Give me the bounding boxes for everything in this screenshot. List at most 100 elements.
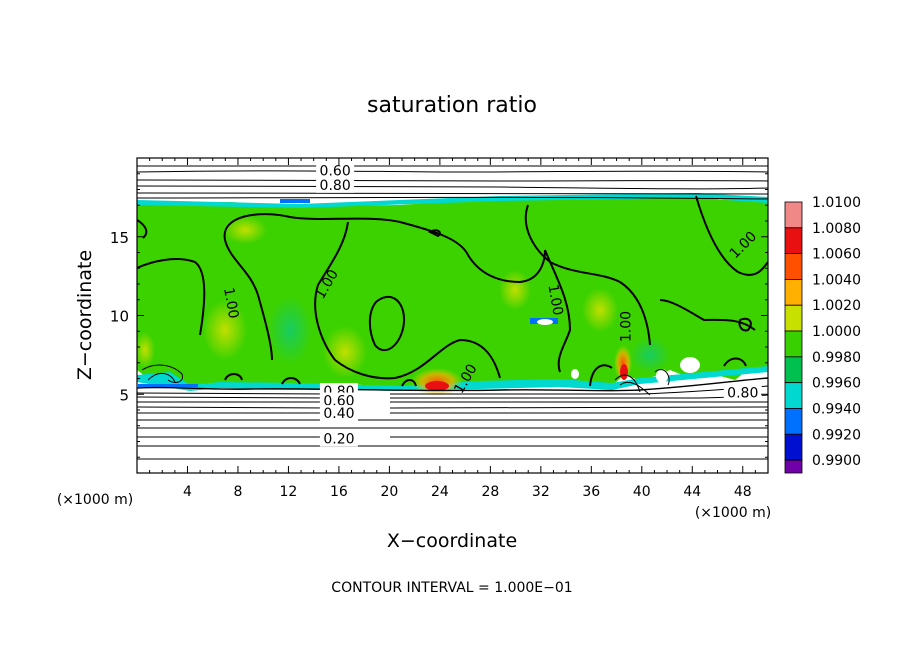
clear-patch [537,319,553,325]
contour-line-thin [614,374,641,393]
blue-fleck [280,199,310,203]
contour-1.00 [723,357,747,367]
contour-label-mask [319,392,358,409]
x-unit-right: (×1000 m) [695,505,771,521]
contour-interval-note: CONTOUR INTERVAL = 1.000E−01 [331,580,572,596]
contour-lines [137,165,768,460]
colorbar-swatch [784,227,803,255]
contour-label: 0.80 [723,384,762,402]
contour-line-thin [137,394,768,399]
contour-1.00 [281,377,301,385]
contour-label-mask [316,176,355,193]
contour-label-mask [319,405,358,422]
cyan-region [630,337,670,373]
contour-line-thin [137,196,768,200]
red-spot [620,364,628,380]
contour-line-thin [137,406,768,409]
x-tick-label: 32 [532,484,550,500]
clear-patch [571,369,579,379]
contour-line-thin [137,170,768,173]
contour-1.00 [334,338,501,380]
contour-1.00 [137,258,206,336]
contour-1.00 [589,364,613,387]
contour-line-thin [137,377,768,392]
colorbar: 1.0100 1.0080 1.0060 1.0040 1.0020 1.0000 0.99… [784,195,861,474]
contour-line-thin [654,369,670,386]
contour-label: 1.00 [220,286,241,319]
colorbar-swatch [784,330,803,358]
y-tick-label: 15 [110,229,129,247]
colorbar-label: 1.0080 [812,221,861,237]
contour-1.00 [695,195,768,276]
contour-line-thin [147,373,176,383]
red-spot [425,381,449,391]
x-tick-label: 36 [582,484,600,500]
x-tick-label: 48 [734,484,752,500]
colorbar-label: 0.9940 [812,401,861,417]
cyan-edge-top [137,193,768,208]
blue-fleck [138,384,198,387]
clear-patch [656,369,668,383]
colorbar-swatch [784,408,803,435]
contour-label-text: 0.40 [323,406,354,422]
x-axis-label: X−coordinate [387,530,517,552]
contour-label: 0.60 [316,162,355,180]
contour-1.00 [738,317,752,332]
contour-1.00 [224,239,273,361]
x-tick-label: 40 [633,484,651,500]
colorbar-swatch [784,433,803,461]
colorbar-label: 0.9980 [812,350,861,366]
contour-1.00 [401,379,417,387]
colorbar-label: 0.9920 [812,427,861,443]
colorbar-label: 1.0020 [812,298,861,314]
colorbar-label: 0.9900 [812,453,861,469]
yellow-region [223,216,267,244]
colorbar-label: 1.0060 [812,247,861,263]
colorbar-label: 1.0100 [812,195,861,211]
colorbar-label: 1.0040 [812,272,861,288]
contour-line-thin [137,185,768,190]
yellow-region [499,270,531,310]
colorbar-swatch [784,382,803,409]
x-tick-label: 44 [683,484,701,500]
y-axis-label: Z−coordinate [74,250,96,380]
x-tick-label: 20 [380,484,398,500]
contour-label-mask [319,430,358,447]
x-tick-label: 8 [233,484,242,500]
colorbar-swatch [784,279,803,306]
contour-line-thin [137,191,768,195]
contour-1.00 [427,229,441,238]
colorbar-label: 0.9960 [812,376,861,392]
contour-label-mask [316,162,355,179]
x-axis: 4 8 12 16 20 24 28 32 36 40 44 48 [149,158,756,500]
contour-line-thin [137,179,768,182]
y-tick-label: 10 [110,308,129,326]
contour-label: 0.40 [319,405,358,422]
x-tick-label: 16 [330,484,348,500]
contour-label: 0.80 [316,176,355,194]
yellow-region [203,300,247,360]
y-tick-label: 5 [119,386,129,404]
chart-title: saturation ratio [367,93,537,118]
colorbar-label: 1.0000 [812,324,861,340]
colorbar-swatch [784,356,803,384]
contour-label-text: 1.00 [544,283,565,316]
contour-1.00 [314,221,349,361]
colorbar-swatch [784,304,803,332]
contour-label-text: 0.20 [323,431,354,447]
x-tick-label: 12 [280,484,298,500]
contour-label: 0.20 [319,430,358,447]
yellow-region [582,288,618,332]
contour-label: 1.00 [544,283,565,316]
x-tick-label: 4 [183,484,192,500]
contour-1.00 [223,213,546,284]
yellow-region [137,332,155,368]
x-tick-label: 28 [481,484,499,500]
contour-1.00 [544,249,572,373]
y-axis: 5 10 15 [110,173,768,458]
colorbar-swatch [784,201,803,229]
contour-label-text: 0.60 [320,164,351,180]
x-tick-label: 24 [431,484,449,500]
contour-label-text: 0.80 [727,386,758,402]
